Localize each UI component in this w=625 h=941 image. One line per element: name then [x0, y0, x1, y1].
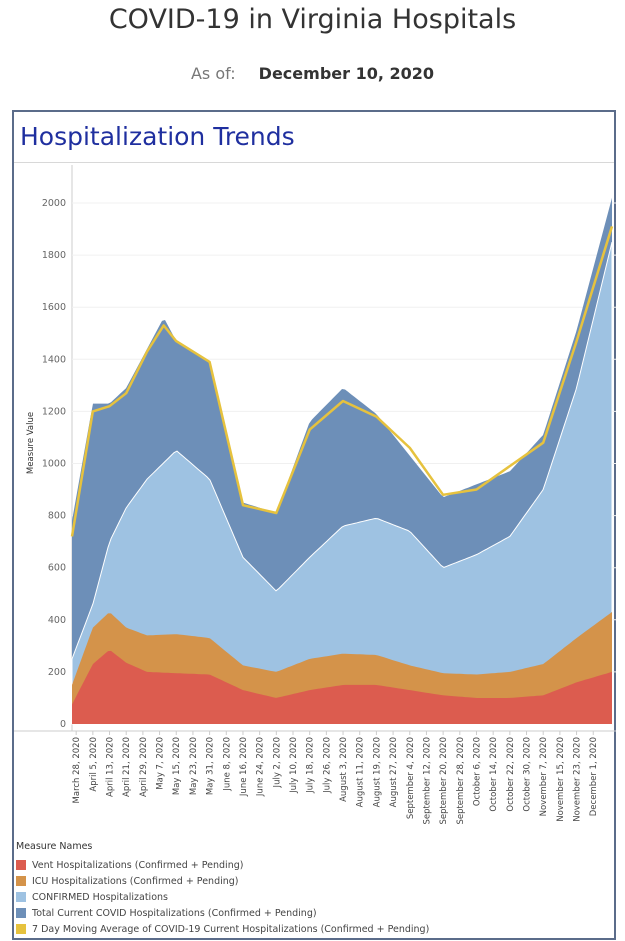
line-moving-average [70, 226, 614, 537]
x-tick-label: June 8, 2020 [222, 737, 232, 792]
x-tick-label: August 27, 2020 [389, 737, 399, 807]
y-axis-label: Measure Value [26, 412, 36, 474]
x-tick-label: October 30, 2020 [523, 737, 533, 812]
x-tick-label: May 23, 2020 [189, 737, 199, 795]
page-title: COVID-19 in Virginia Hospitals [108, 4, 517, 35]
y-tick-label: 200 [48, 667, 66, 678]
legend-swatch [16, 892, 26, 902]
as-of-line: As of: December 10, 2020 [0, 64, 625, 83]
x-tick-label: April 13, 2020 [106, 737, 116, 797]
x-tick-label: November 23, 2020 [573, 737, 583, 822]
legend: Measure Names Vent Hospitalizations (Con… [16, 841, 429, 937]
as-of-date: December 10, 2020 [258, 64, 435, 83]
y-tick-label: 400 [48, 615, 66, 626]
x-tick-label: August 11, 2020 [356, 737, 366, 807]
y-tick-label: 1400 [42, 354, 66, 365]
legend-item-avg: 7 Day Moving Average of COVID-19 Current… [16, 921, 429, 937]
x-tick-label: June 16, 2020 [239, 737, 249, 797]
legend-label: Total Current COVID Hospitalizations (Co… [32, 907, 317, 919]
panel-title: Hospitalization Trends [20, 122, 295, 151]
x-tick-label: July 2, 2020 [272, 737, 282, 788]
area-vent [72, 650, 612, 724]
x-tick-label: September 4, 2020 [406, 737, 416, 819]
x-tick-label: July 10, 2020 [289, 737, 299, 794]
panel-divider [14, 162, 614, 163]
y-tick-label: 2000 [42, 198, 66, 209]
legend-swatch [16, 908, 26, 918]
y-tick-label: 0 [60, 719, 66, 730]
hospitalization-chart: 0 200 400 600 800 1000 1200 1400 1600 1800 2000 Mea… [14, 165, 616, 825]
x-tick-label: June 24, 2020 [256, 737, 266, 797]
x-tick-label: May 31, 2020 [206, 737, 216, 795]
x-tick-label: March 28, 2020 [72, 737, 82, 803]
x-tick-label: August 19, 2020 [372, 737, 382, 807]
legend-label: Vent Hospitalizations (Confirmed + Pendi… [32, 859, 244, 871]
legend-title: Measure Names [16, 841, 93, 852]
legend-label: 7 Day Moving Average of COVID-19 Current… [32, 923, 430, 935]
x-tick-label: September 20, 2020 [439, 737, 449, 825]
x-tick-label: December 1, 2020 [589, 737, 599, 816]
x-tick-label: April 21, 2020 [122, 737, 132, 797]
y-tick-label: 800 [48, 511, 66, 522]
x-tick-label: August 3, 2020 [339, 737, 349, 802]
legend-item-total: Total Current COVID Hospitalizations (Co… [16, 905, 429, 921]
x-tick-label: October 22, 2020 [506, 737, 516, 812]
legend-label: CONFIRMED Hospitalizations [32, 891, 168, 903]
legend-item-vent: Vent Hospitalizations (Confirmed + Pendi… [16, 857, 429, 873]
x-tick-label: October 14, 2020 [489, 737, 499, 812]
x-tick-label: September 28, 2020 [456, 737, 466, 825]
area-confirmed [71, 241, 613, 725]
legend-swatch [16, 876, 26, 886]
legend-item-icu: ICU Hospitalizations (Confirmed + Pendin… [16, 873, 429, 889]
x-tick-label: October 6, 2020 [473, 737, 483, 806]
x-tick-label: May 15, 2020 [172, 737, 182, 795]
x-tick-label: July 26, 2020 [322, 737, 332, 794]
x-tick-label: November 7, 2020 [539, 737, 549, 816]
legend-swatch [16, 860, 26, 870]
y-tick-label: 1800 [42, 250, 66, 261]
legend-item-confirmed: CONFIRMED Hospitalizations [16, 889, 429, 905]
legend-swatch [16, 924, 26, 934]
x-tick-label: May 7, 2020 [156, 737, 166, 790]
y-tick-label: 1600 [42, 302, 66, 313]
as-of-label: As of: [190, 64, 236, 83]
x-tick-label: April 5, 2020 [89, 737, 99, 792]
y-tick-label: 600 [48, 563, 66, 574]
x-tick-label: July 18, 2020 [306, 737, 316, 794]
y-tick-label: 1000 [42, 459, 66, 470]
x-tick-label: April 29, 2020 [139, 737, 149, 797]
x-tick-label: November 15, 2020 [556, 737, 566, 822]
legend-label: ICU Hospitalizations (Confirmed + Pendin… [32, 875, 239, 887]
y-tick-label: 1200 [42, 406, 66, 417]
x-tick-label: September 12, 2020 [422, 737, 432, 825]
